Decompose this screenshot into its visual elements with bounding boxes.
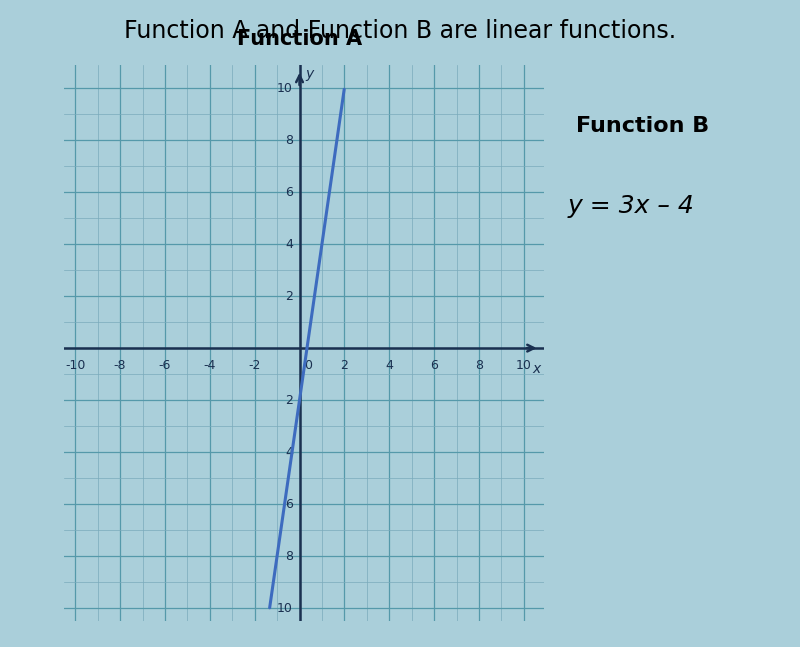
Text: Function B: Function B	[576, 116, 710, 137]
Text: 8: 8	[285, 133, 293, 147]
Text: 0: 0	[304, 358, 312, 371]
Text: 6: 6	[430, 358, 438, 371]
Text: -2: -2	[249, 358, 261, 371]
Text: Function A: Function A	[237, 29, 362, 49]
Text: 8: 8	[475, 358, 483, 371]
Text: x: x	[532, 362, 540, 377]
Text: -10: -10	[65, 358, 86, 371]
Text: Function A and Function B are linear functions.: Function A and Function B are linear fun…	[124, 19, 676, 43]
Text: 4: 4	[285, 446, 293, 459]
Text: 6: 6	[285, 498, 293, 510]
Text: 2: 2	[285, 290, 293, 303]
Text: -8: -8	[114, 358, 126, 371]
Text: y = 3x – 4: y = 3x – 4	[568, 194, 694, 218]
Text: 8: 8	[285, 549, 293, 563]
Text: 2: 2	[341, 358, 348, 371]
Text: 10: 10	[277, 82, 293, 94]
Text: 6: 6	[285, 186, 293, 199]
Text: 2: 2	[285, 393, 293, 406]
Text: 4: 4	[285, 237, 293, 250]
Text: -6: -6	[158, 358, 171, 371]
Text: y: y	[305, 67, 314, 81]
Text: 10: 10	[277, 602, 293, 615]
Text: 4: 4	[386, 358, 393, 371]
Text: -4: -4	[204, 358, 216, 371]
Text: 10: 10	[516, 358, 532, 371]
